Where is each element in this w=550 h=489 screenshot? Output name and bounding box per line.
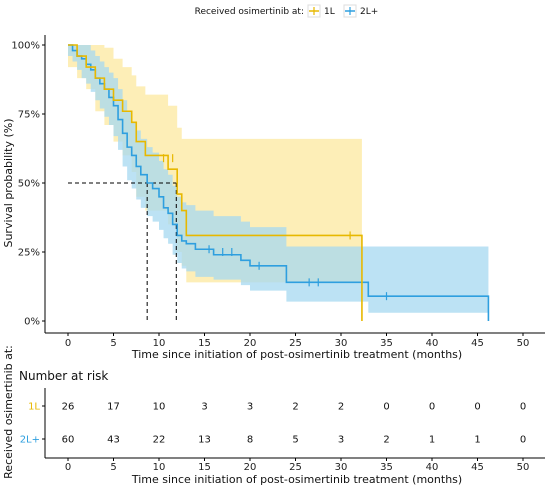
x-tick-label-0: 0 <box>65 338 71 349</box>
risk-count-0-1: 17 <box>107 402 120 413</box>
legend-title: Received osimertinib at: <box>195 7 304 17</box>
risk-count-0-6: 2 <box>338 402 344 413</box>
risk-count-1-9: 1 <box>474 435 480 446</box>
x-tick-label-5: 25 <box>289 338 302 349</box>
confidence-bands <box>68 45 489 313</box>
x-tick-label-6: 30 <box>335 338 348 349</box>
x-tick-label-3: 15 <box>198 338 211 349</box>
risk-x-tick-label-3: 15 <box>198 462 211 473</box>
x-tick-label-1: 5 <box>110 338 116 349</box>
x-tick-label-9: 45 <box>471 338 484 349</box>
risk-count-1-1: 43 <box>107 435 120 446</box>
legend-label-1: 2L+ <box>360 7 378 17</box>
y-tick-label-4: 100% <box>11 41 40 52</box>
risk-x-tick-label-6: 30 <box>335 462 348 473</box>
confidence-band-0 <box>68 45 362 283</box>
risk-count-1-2: 22 <box>153 435 166 446</box>
risk-count-1-8: 1 <box>429 435 435 446</box>
risk-count-1-10: 0 <box>520 435 526 446</box>
risk-x-tick-label-0: 0 <box>65 462 71 473</box>
main-y-axis-label: Survival probability (%) <box>2 118 15 247</box>
survival-curve-0 <box>68 44 363 321</box>
x-tick-label-10: 50 <box>517 338 530 349</box>
risk-rows: 1L 26 17 10 3 3 2 2 0 0 0 02L+ 60 43 22 13 8 5 3 2 1 1 0 <box>20 402 527 446</box>
censor-marks <box>162 154 388 301</box>
x-tick-label-2: 10 <box>153 338 166 349</box>
risk-count-0-7: 0 <box>383 402 389 413</box>
median-lines <box>68 182 177 321</box>
risk-row-label-0: 1L <box>28 402 40 413</box>
risk-count-0-4: 3 <box>247 402 253 413</box>
risk-row-label-1: 2L+ <box>20 435 40 446</box>
risk-x-tick-label-1: 5 <box>110 462 116 473</box>
survival-curves <box>68 44 490 321</box>
risk-axes: 0 5 10 15 20 25 30 35 40 45 50 <box>42 388 545 473</box>
risk-x-tick-label-9: 45 <box>471 462 484 473</box>
risk-count-1-6: 3 <box>338 435 344 446</box>
risk-x-tick-label-10: 50 <box>517 462 530 473</box>
risk-table-title: Number at risk <box>19 369 108 383</box>
x-tick-label-8: 40 <box>426 338 439 349</box>
risk-count-1-5: 5 <box>292 435 298 446</box>
risk-table-y-label: Received osimertinib at: <box>2 345 15 479</box>
y-tick-label-1: 25% <box>18 248 40 259</box>
risk-count-1-0: 60 <box>62 435 75 446</box>
risk-count-1-4: 8 <box>247 435 253 446</box>
y-tick-label-2: 50% <box>18 179 40 190</box>
risk-count-1-7: 2 <box>383 435 389 446</box>
survival-plot: 0 5 10 15 20 25 30 35 40 45 50 0% 25% 50% 75% 100% Time… <box>2 35 545 361</box>
risk-count-0-5: 2 <box>292 402 298 413</box>
risk-count-0-9: 0 <box>474 402 480 413</box>
y-tick-label-0: 0% <box>24 317 40 328</box>
risk-x-tick-label-7: 35 <box>380 462 393 473</box>
risk-count-0-3: 3 <box>201 402 207 413</box>
risk-count-0-10: 0 <box>520 402 526 413</box>
risk-x-tick-label-2: 10 <box>153 462 166 473</box>
risk-table: Number at risk Received osimertinib at: … <box>2 345 545 486</box>
risk-count-0-0: 26 <box>62 402 75 413</box>
x-tick-label-4: 20 <box>244 338 257 349</box>
y-tick-label-3: 75% <box>18 110 40 121</box>
risk-x-tick-label-8: 40 <box>426 462 439 473</box>
risk-x-axis-label: Time since initiation of post-osimertini… <box>131 473 462 486</box>
main-axes: 0 5 10 15 20 25 30 35 40 45 50 0% 25% 50% 75% 100% <box>11 35 545 349</box>
main-x-axis-label: Time since initiation of post-osimertini… <box>131 348 462 361</box>
legend-label-0: 1L <box>324 7 335 17</box>
risk-x-tick-label-4: 20 <box>244 462 257 473</box>
confidence-band-1 <box>68 45 489 313</box>
risk-count-0-2: 10 <box>153 402 166 413</box>
risk-count-1-3: 13 <box>198 435 211 446</box>
risk-x-tick-label-5: 25 <box>289 462 302 473</box>
risk-count-0-8: 0 <box>429 402 435 413</box>
legend-items: 1L 2L+ <box>307 4 378 18</box>
legend: Received osimertinib at: 1L 2L+ <box>195 4 378 18</box>
x-tick-label-7: 35 <box>380 338 393 349</box>
